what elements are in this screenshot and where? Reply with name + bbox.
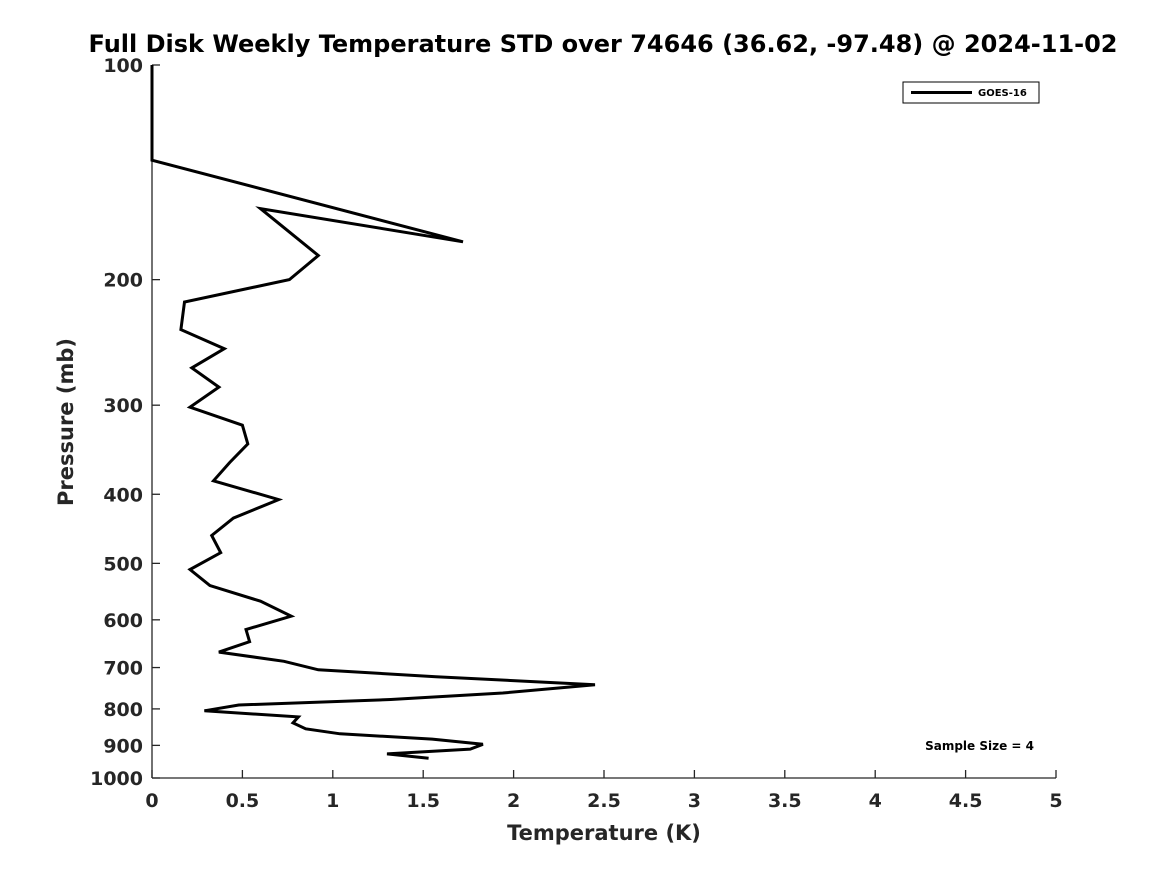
x-tick-label: 0.5	[226, 790, 260, 812]
y-tick-label: 800	[103, 699, 143, 721]
y-tick-label: 700	[103, 658, 143, 680]
x-tick-label: 3.5	[768, 790, 802, 812]
x-tick-label: 4	[869, 790, 882, 812]
y-tick-label: 100	[103, 55, 143, 77]
chart-title: Full Disk Weekly Temperature STD over 74…	[89, 30, 1118, 58]
plot-area	[152, 65, 1056, 778]
x-axis-label: Temperature (K)	[507, 821, 701, 845]
x-tick-label: 1	[326, 790, 339, 812]
tick-labels: 0 0.5 1 1.5 2 2.5 3 3.5 4 4.5 5 100 200 300 400 500 600 7…	[90, 55, 1063, 812]
y-tick-label: 500	[103, 553, 143, 575]
y-tick-label: 200	[103, 270, 143, 292]
y-tick-label: 400	[103, 484, 143, 506]
x-tick-label: 4.5	[949, 790, 983, 812]
x-tick-label: 2	[507, 790, 520, 812]
y-tick-label: 900	[103, 735, 143, 757]
x-tick-label: 0	[145, 790, 158, 812]
x-tick-label: 3	[688, 790, 701, 812]
legend-entry-goes-16: GOES-16	[978, 88, 1027, 99]
legend: GOES-16	[902, 81, 1040, 104]
y-tick-label: 300	[103, 395, 143, 417]
sample-size-annotation: Sample Size = 4	[925, 739, 1034, 753]
series-line-goes-16	[150, 65, 596, 760]
y-axis-label: Pressure (mb)	[54, 338, 78, 506]
x-tick-label: 5	[1049, 790, 1062, 812]
x-tick-label: 2.5	[587, 790, 621, 812]
y-tick-label: 1000	[90, 768, 143, 790]
y-tick-label: 600	[103, 610, 143, 632]
x-tick-label: 1.5	[406, 790, 440, 812]
